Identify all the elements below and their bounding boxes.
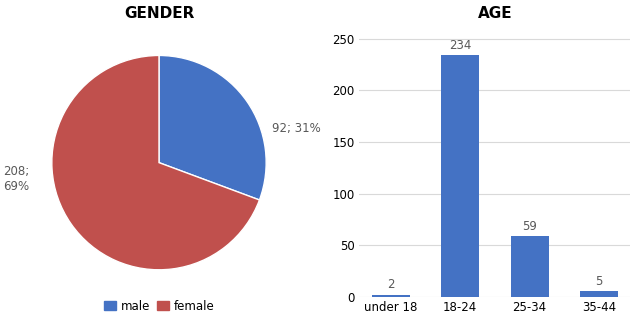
Bar [511,236,549,297]
Legend: male, female: male, female [99,295,219,317]
Text: 234: 234 [449,39,471,52]
Wedge shape [159,55,266,200]
Bar [441,55,480,297]
Title: AGE: AGE [478,5,512,20]
Bar [580,292,618,297]
Title: GENDER: GENDER [124,5,194,20]
Wedge shape [52,55,259,270]
Text: 92; 31%: 92; 31% [272,122,321,135]
Text: 5: 5 [595,275,603,288]
Text: 208;
69%: 208; 69% [4,165,30,193]
Bar [371,294,410,297]
Text: 59: 59 [522,220,537,233]
Text: 2: 2 [387,278,394,292]
